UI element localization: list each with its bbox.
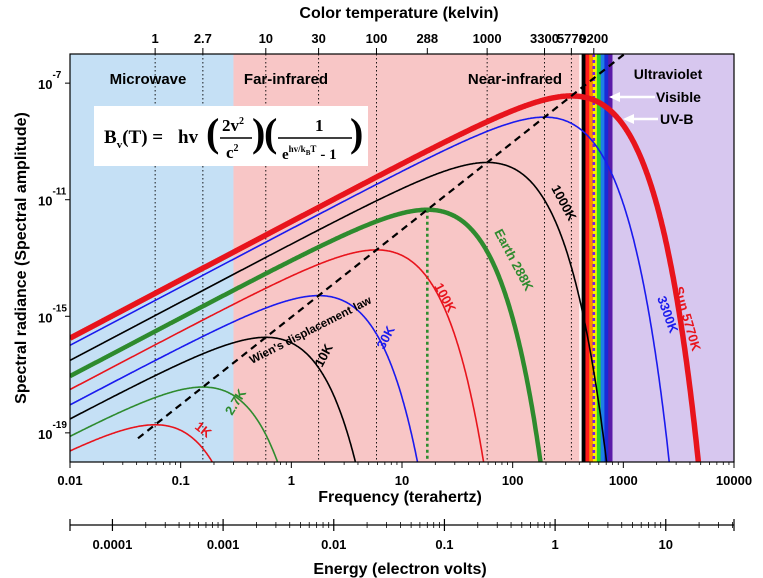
svg-text:c2: c2 xyxy=(226,143,239,162)
y-axis-title: Spectral radiance (Spectral amplitude) xyxy=(13,112,30,404)
energy-tick-label: 0.01 xyxy=(321,537,346,552)
svg-text:(: ( xyxy=(264,110,277,155)
wien-line xyxy=(137,54,627,440)
energy-tick-label: 1 xyxy=(551,537,558,552)
visible-band xyxy=(600,54,605,462)
x-axis-title: Frequency (terahertz) xyxy=(318,489,482,506)
curve-2-7k xyxy=(70,386,279,462)
x-tick-label: 100 xyxy=(502,473,524,488)
y-tick-label: 10-19 xyxy=(38,420,67,442)
top-tick-label: 10 xyxy=(259,31,273,46)
region-label-far-infrared: Far-infrared xyxy=(244,71,328,88)
visible-band xyxy=(604,54,609,462)
svg-text:hv: hv xyxy=(178,127,199,148)
curve-sun-5770k xyxy=(70,93,702,462)
x-tick-label: 1 xyxy=(288,473,295,488)
energy-axis-title: Energy (electron volts) xyxy=(313,561,486,578)
energy-tick-label: 0.1 xyxy=(435,537,453,552)
visible-band xyxy=(581,54,586,462)
region-label-ultraviolet: Ultraviolet xyxy=(634,66,703,82)
visible-band xyxy=(589,54,594,462)
uvb-annotation: UV-B xyxy=(623,111,693,127)
x-tick-label: 1000 xyxy=(609,473,638,488)
energy-tick-label: 0.001 xyxy=(207,537,240,552)
curve-1000k xyxy=(70,161,608,462)
svg-text:(: ( xyxy=(206,110,219,155)
visible-band xyxy=(608,54,613,462)
visible-band xyxy=(593,54,598,462)
planck-curves xyxy=(70,93,702,462)
svg-text:ehv/kBT- 1: ehv/kBT - 1 xyxy=(282,144,337,163)
visible-band xyxy=(585,54,590,462)
curve-1k xyxy=(70,424,214,462)
top-tick-label: 100 xyxy=(366,31,388,46)
energy-tick-label: 10 xyxy=(659,537,673,552)
x-axis-ticks: 0.01 0.1 1 10 100 1000 10000 xyxy=(57,462,752,488)
y-tick-label: 10-11 xyxy=(38,187,67,209)
top-tick-label: 3300 xyxy=(530,31,559,46)
x-tick-label: 10 xyxy=(395,473,409,488)
visible-annotation: Visible xyxy=(609,89,701,105)
curve-earth-288k xyxy=(70,207,543,462)
planck-equation: Bv(T) = hv ( 2v2 c2 ) ( 1 ehv/kBT - 1 ) xyxy=(94,106,368,166)
svg-text:): ) xyxy=(252,110,265,155)
region-label-near-infrared: Near-infrared xyxy=(468,71,562,88)
top-axis-title: Color temperature (kelvin) xyxy=(299,5,498,22)
svg-text:): ) xyxy=(350,110,363,155)
top-tick-label: 288 xyxy=(416,31,438,46)
y-tick-label: 10-15 xyxy=(38,303,67,325)
uvb-label: UV-B xyxy=(660,111,693,127)
curve-3300k xyxy=(70,116,671,462)
region-label-microwave: Microwave xyxy=(110,71,187,88)
visible-label: Visible xyxy=(656,89,701,105)
energy-tick-label: 0.0001 xyxy=(93,537,133,552)
curve-10k xyxy=(70,336,357,462)
x-tick-label: 0.01 xyxy=(57,473,82,488)
svg-text:Bv(T) =: Bv(T) = xyxy=(104,127,163,151)
y-tick-label: 10-7 xyxy=(38,70,62,92)
y-axis-ticks: 10-7 10-11 10-15 10-19 xyxy=(38,70,70,442)
x-tick-label: 0.1 xyxy=(172,473,190,488)
top-tick-label: 9200 xyxy=(579,31,608,46)
curve-30k xyxy=(70,294,419,462)
visible-band xyxy=(596,54,602,462)
x-tick-label: 10000 xyxy=(716,473,752,488)
energy-axis: 0.0001 0.001 0.01 0.1 1 10 xyxy=(69,519,735,552)
wien-displacement-line xyxy=(137,54,627,440)
top-tick-label: 1000 xyxy=(473,31,502,46)
top-tick-label: 30 xyxy=(311,31,325,46)
top-tick-label: 5770 xyxy=(557,31,586,46)
top-tick-label: 2.7 xyxy=(194,31,212,46)
svg-text:1: 1 xyxy=(315,116,324,135)
svg-text:2v2: 2v2 xyxy=(222,116,244,135)
top-tick-label: 1 xyxy=(152,31,159,46)
curve-100k xyxy=(70,249,485,462)
